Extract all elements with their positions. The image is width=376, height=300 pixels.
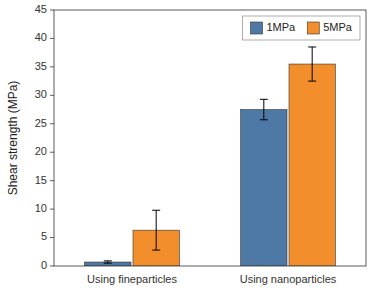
y-tick — [50, 10, 54, 11]
plot-area — [85, 47, 336, 266]
y-tick-label: 20 — [35, 145, 47, 157]
chart: 0 5 10 15 20 25 30 35 40 45 Shear strength (MPa) Us… — [0, 0, 376, 300]
error-bar — [152, 210, 160, 250]
legend-swatch — [307, 22, 319, 34]
error-bar — [260, 99, 268, 119]
y-tick-label: 25 — [35, 117, 47, 129]
y-tick — [50, 237, 54, 238]
y-tick-label: 45 — [35, 3, 47, 15]
legend-label: 1MPa — [267, 21, 297, 33]
y-tick-label: 35 — [35, 60, 47, 72]
y-axis-label: Shear strength (MPa) — [6, 81, 20, 196]
error-bar — [104, 261, 112, 263]
y-tick — [50, 266, 54, 267]
bar — [241, 110, 287, 266]
page: {"chart_data": {"type": "bar", "ylabel":… — [0, 0, 376, 300]
legend-label: 5MPa — [323, 21, 353, 33]
y-tick — [50, 95, 54, 96]
y-tick-label: 40 — [35, 31, 47, 43]
y-tick-label: 15 — [35, 174, 47, 186]
y-tick-label: 0 — [41, 259, 47, 271]
x-tick-label: Using nanoparticles — [240, 273, 337, 285]
x-tick-label: Using fineparticles — [87, 273, 177, 285]
y-tick — [50, 38, 54, 39]
y-tick-label: 5 — [41, 230, 47, 242]
legend-box — [243, 16, 361, 40]
legend-swatch — [251, 22, 263, 34]
y-tick — [50, 152, 54, 153]
chart-container: 0 5 10 15 20 25 30 35 40 45 Shear strength (MPa) Us… — [0, 0, 376, 300]
error-bar — [308, 47, 316, 81]
y-tick-label: 10 — [35, 202, 47, 214]
y-tick — [50, 209, 54, 210]
y-tick-label: 30 — [35, 88, 47, 100]
plot-frame — [54, 10, 366, 266]
y-tick — [50, 180, 54, 181]
bar — [289, 64, 335, 266]
legend: 1MPa 5MPa — [243, 16, 361, 40]
y-tick — [50, 123, 54, 124]
y-tick — [50, 66, 54, 67]
